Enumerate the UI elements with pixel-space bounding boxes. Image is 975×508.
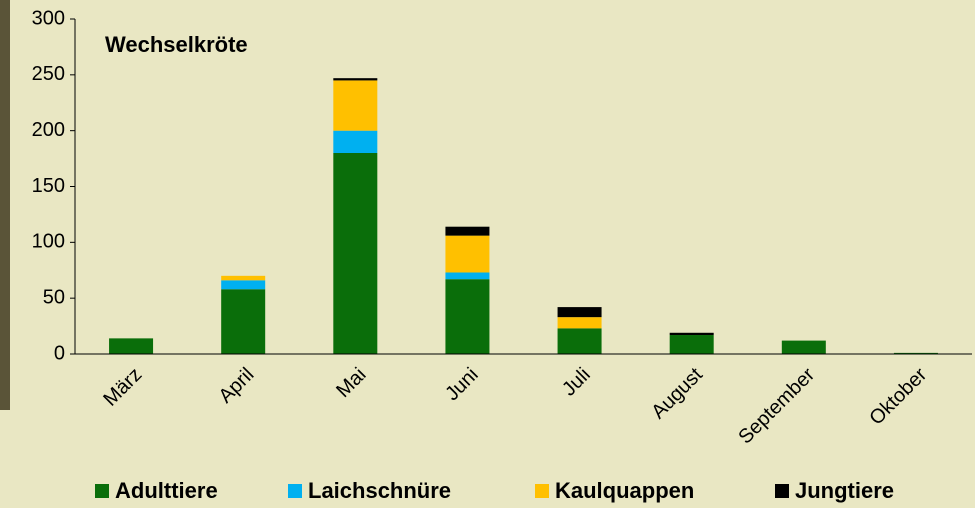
- legend-label: Jungtiere: [795, 478, 894, 503]
- bar-segment: [445, 279, 490, 354]
- bar-segment: [333, 78, 378, 81]
- legend-label: Kaulquappen: [555, 478, 694, 503]
- y-tick-label: 150: [32, 175, 65, 197]
- y-tick-label: 300: [32, 7, 65, 29]
- bar-segment: [221, 289, 266, 354]
- legend: Adulttiere Laichschnüre Kaulquappen Jungtie…: [95, 478, 894, 503]
- y-tick-label: 50: [43, 286, 65, 308]
- bar-segment: [669, 335, 714, 354]
- bar-segment: [893, 352, 938, 354]
- y-tick-label: 250: [32, 63, 65, 85]
- bar-segment: [333, 80, 378, 131]
- bar-segment: [669, 332, 714, 336]
- legend-swatch: [95, 484, 109, 498]
- chart-title: Wechselkröte: [105, 32, 248, 57]
- legend-swatch: [775, 484, 789, 498]
- legend-swatch: [535, 484, 549, 498]
- bar-segment: [445, 226, 490, 236]
- legend-label: Laichschnüre: [308, 478, 451, 503]
- bar-segment: [557, 307, 602, 318]
- bar-segment: [557, 328, 602, 354]
- bar-segment: [781, 340, 826, 354]
- legend-swatch: [288, 484, 302, 498]
- bar-segment: [557, 317, 602, 329]
- bar-segment: [445, 272, 490, 280]
- bar-segment: [221, 275, 266, 281]
- y-tick-label: 100: [32, 231, 65, 253]
- left-strip: [0, 0, 10, 410]
- bar-segment: [109, 338, 154, 354]
- bar-segment: [333, 153, 378, 354]
- bar-segment: [333, 130, 378, 153]
- legend-label: Adulttiere: [115, 478, 218, 503]
- bar-segment: [221, 280, 266, 290]
- y-tick-label: 200: [32, 119, 65, 141]
- y-tick-label: 0: [54, 342, 65, 364]
- bar-segment: [445, 235, 490, 273]
